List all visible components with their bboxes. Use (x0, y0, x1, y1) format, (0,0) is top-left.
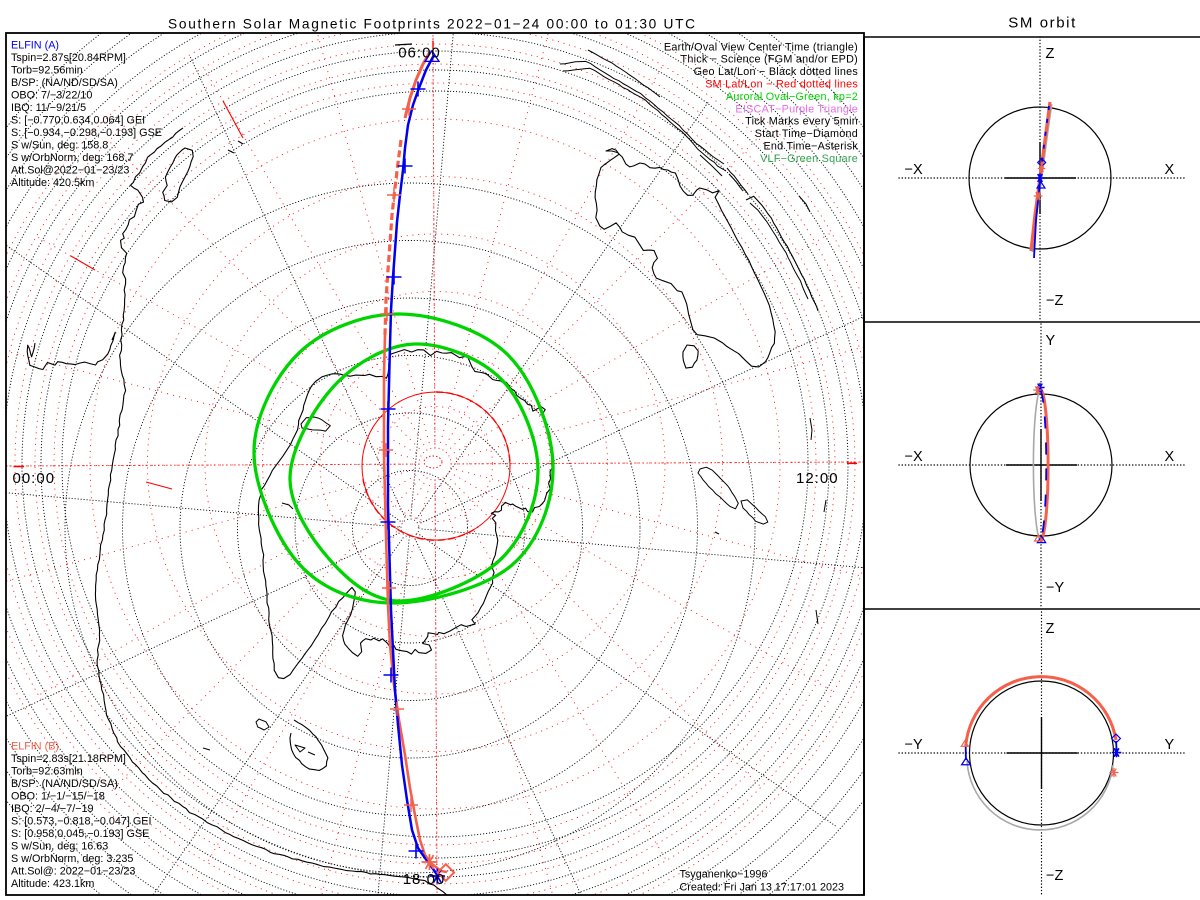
svg-text:OBO: 7/−3/22/10: OBO: 7/−3/22/10 (11, 90, 92, 102)
svg-text:S w/Sun, deg: 158.8: S w/Sun, deg: 158.8 (11, 140, 108, 152)
svg-text:Tick Marks every 5min: Tick Marks every 5min (745, 116, 858, 128)
svg-text:−Z: −Z (1046, 293, 1063, 309)
svg-text:Tspin=2.87s[20.84RPM]: Tspin=2.87s[20.84RPM] (11, 52, 126, 64)
svg-text:−Y: −Y (905, 737, 923, 753)
svg-text:Y: Y (1046, 333, 1056, 349)
svg-text:Created: Fri Jan 13 17:17:01 2: Created: Fri Jan 13 17:17:01 2023 (680, 882, 844, 894)
svg-text:−X: −X (905, 449, 923, 465)
svg-text:S w/OrbNorm, deg: 168.7: S w/OrbNorm, deg: 168.7 (11, 152, 133, 164)
svg-text:B/SP: (NA/ND/SD/SA): B/SP: (NA/ND/SD/SA) (11, 778, 118, 790)
svg-text:−Z: −Z (1046, 868, 1063, 884)
svg-text:Geo Lat/Lon − Black dotted lin: Geo Lat/Lon − Black dotted lines (694, 66, 859, 78)
svg-text:ELFIN (B): ELFIN (B) (11, 741, 59, 753)
svg-text:S w/OrbNorm, deg: 3.235: S w/OrbNorm, deg: 3.235 (11, 853, 133, 865)
svg-text:Auroral Oval−Green, kp=2: Auroral Oval−Green, kp=2 (726, 91, 858, 103)
svg-text:Z: Z (1046, 46, 1055, 62)
svg-text:Att.Sol@2022−01−23/23: Att.Sol@2022−01−23/23 (11, 165, 129, 177)
svg-text:12:00: 12:00 (796, 470, 839, 487)
svg-text:EISCAT−Purple Triangle: EISCAT−Purple Triangle (735, 103, 858, 115)
svg-text:SM orbit: SM orbit (1008, 15, 1077, 32)
svg-text:SM Lat/Lon − Red dotted lines: SM Lat/Lon − Red dotted lines (705, 79, 858, 91)
svg-text:Thick − Science (FGM and/or EP: Thick − Science (FGM and/or EPD) (680, 54, 858, 66)
svg-text:VLF−Green Square: VLF−Green Square (760, 153, 858, 165)
svg-text:Altitude: 423.1km: Altitude: 423.1km (11, 878, 94, 890)
svg-text:S: [0.573,−0.818,−0.047] GEI: S: [0.573,−0.818,−0.047] GEI (11, 816, 151, 828)
svg-text:End Time−Asterisk: End Time−Asterisk (763, 141, 858, 153)
svg-text:Altitude: 420.5km: Altitude: 420.5km (11, 177, 94, 189)
svg-text:Z: Z (1046, 621, 1055, 637)
svg-text:−X: −X (905, 162, 923, 178)
svg-text:B/SP: (NA/ND/SD/SA): B/SP: (NA/ND/SD/SA) (11, 77, 118, 89)
svg-text:Y: Y (1165, 737, 1175, 753)
svg-text:Tsyganenko−1996: Tsyganenko−1996 (680, 869, 768, 881)
svg-text:00:00: 00:00 (13, 470, 56, 487)
svg-text:X: X (1165, 449, 1175, 465)
svg-text:Torb=92.56min: Torb=92.56min (11, 65, 83, 77)
svg-text:S: [−0.934,−0.298,−0.193] GSE: S: [−0.934,−0.298,−0.193] GSE (11, 127, 162, 139)
svg-text:Start Time−Diamond: Start Time−Diamond (755, 128, 858, 140)
svg-text:ELFIN (A): ELFIN (A) (11, 40, 59, 52)
svg-text:OBO: 1/−1/−15/−18: OBO: 1/−1/−15/−18 (11, 791, 105, 803)
svg-text:−Y: −Y (1046, 580, 1064, 596)
svg-text:IBQ: 11/−9/21/5: IBQ: 11/−9/21/5 (11, 102, 86, 114)
svg-text:Earth/Oval View Center Time (t: Earth/Oval View Center Time (triangle) (664, 41, 858, 53)
svg-text:Southern Solar Magnetic Footpr: Southern Solar Magnetic Footprints 2022−… (168, 17, 697, 32)
svg-text:06:00: 06:00 (398, 45, 441, 62)
svg-text:S w/Sun, deg: 16.63: S w/Sun, deg: 16.63 (11, 841, 108, 853)
svg-text:Tspin=2.83s[21.18RPM]: Tspin=2.83s[21.18RPM] (11, 753, 126, 765)
svg-text:Att.Sol@: 2022−01−23/23: Att.Sol@: 2022−01−23/23 (11, 866, 135, 878)
svg-text:S: [0.958,0.045,−0.193] GSE: S: [0.958,0.045,−0.193] GSE (11, 828, 149, 840)
svg-text:18:00: 18:00 (403, 871, 446, 888)
svg-text:IBQ: 2/−4/−7/−19: IBQ: 2/−4/−7/−19 (11, 803, 94, 815)
svg-text:X: X (1165, 162, 1175, 178)
svg-text:Torb=92.63min: Torb=92.63min (11, 766, 83, 778)
svg-text:S: [−0.770,0.634,0.064] GEI: S: [−0.770,0.634,0.064] GEI (11, 115, 145, 127)
